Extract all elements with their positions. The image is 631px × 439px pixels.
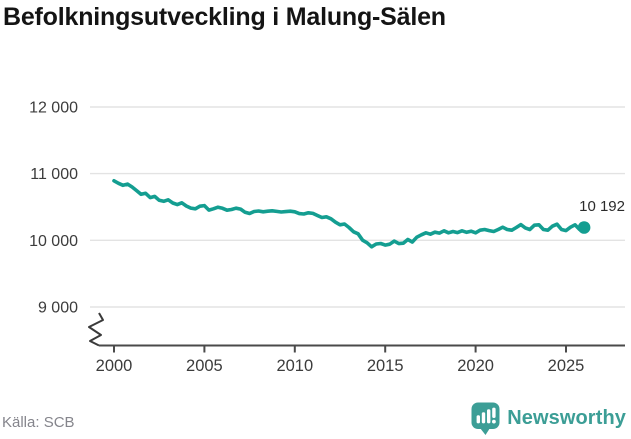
x-tick-label: 2000 [96, 357, 133, 375]
newsworthy-logo: Newsworthy [471, 402, 626, 435]
y-tick-label: 9 000 [38, 300, 78, 317]
last-value-dot [577, 221, 591, 234]
chart-title: Befolkningsutveckling i Malung-Sälen [3, 3, 446, 31]
y-tick-label: 11 000 [30, 166, 78, 183]
x-tick-label: 2015 [367, 357, 404, 375]
y-tick-label: 12 000 [29, 100, 78, 117]
source-caption: Källa: SCB [2, 414, 75, 431]
axis-break-icon [88, 312, 104, 347]
x-tick-label: 2025 [548, 357, 585, 375]
x-tick-label: 2020 [457, 357, 494, 375]
bar-chart-bubble-icon [471, 402, 500, 435]
last-value-label: 10 192 [579, 198, 625, 215]
y-tick-label: 10 000 [29, 233, 78, 250]
logo-wordmark: Newsworthy [507, 407, 626, 429]
x-tick-label: 2010 [276, 357, 313, 375]
population-series-line [112, 179, 586, 249]
x-tick-label: 2005 [186, 357, 223, 375]
